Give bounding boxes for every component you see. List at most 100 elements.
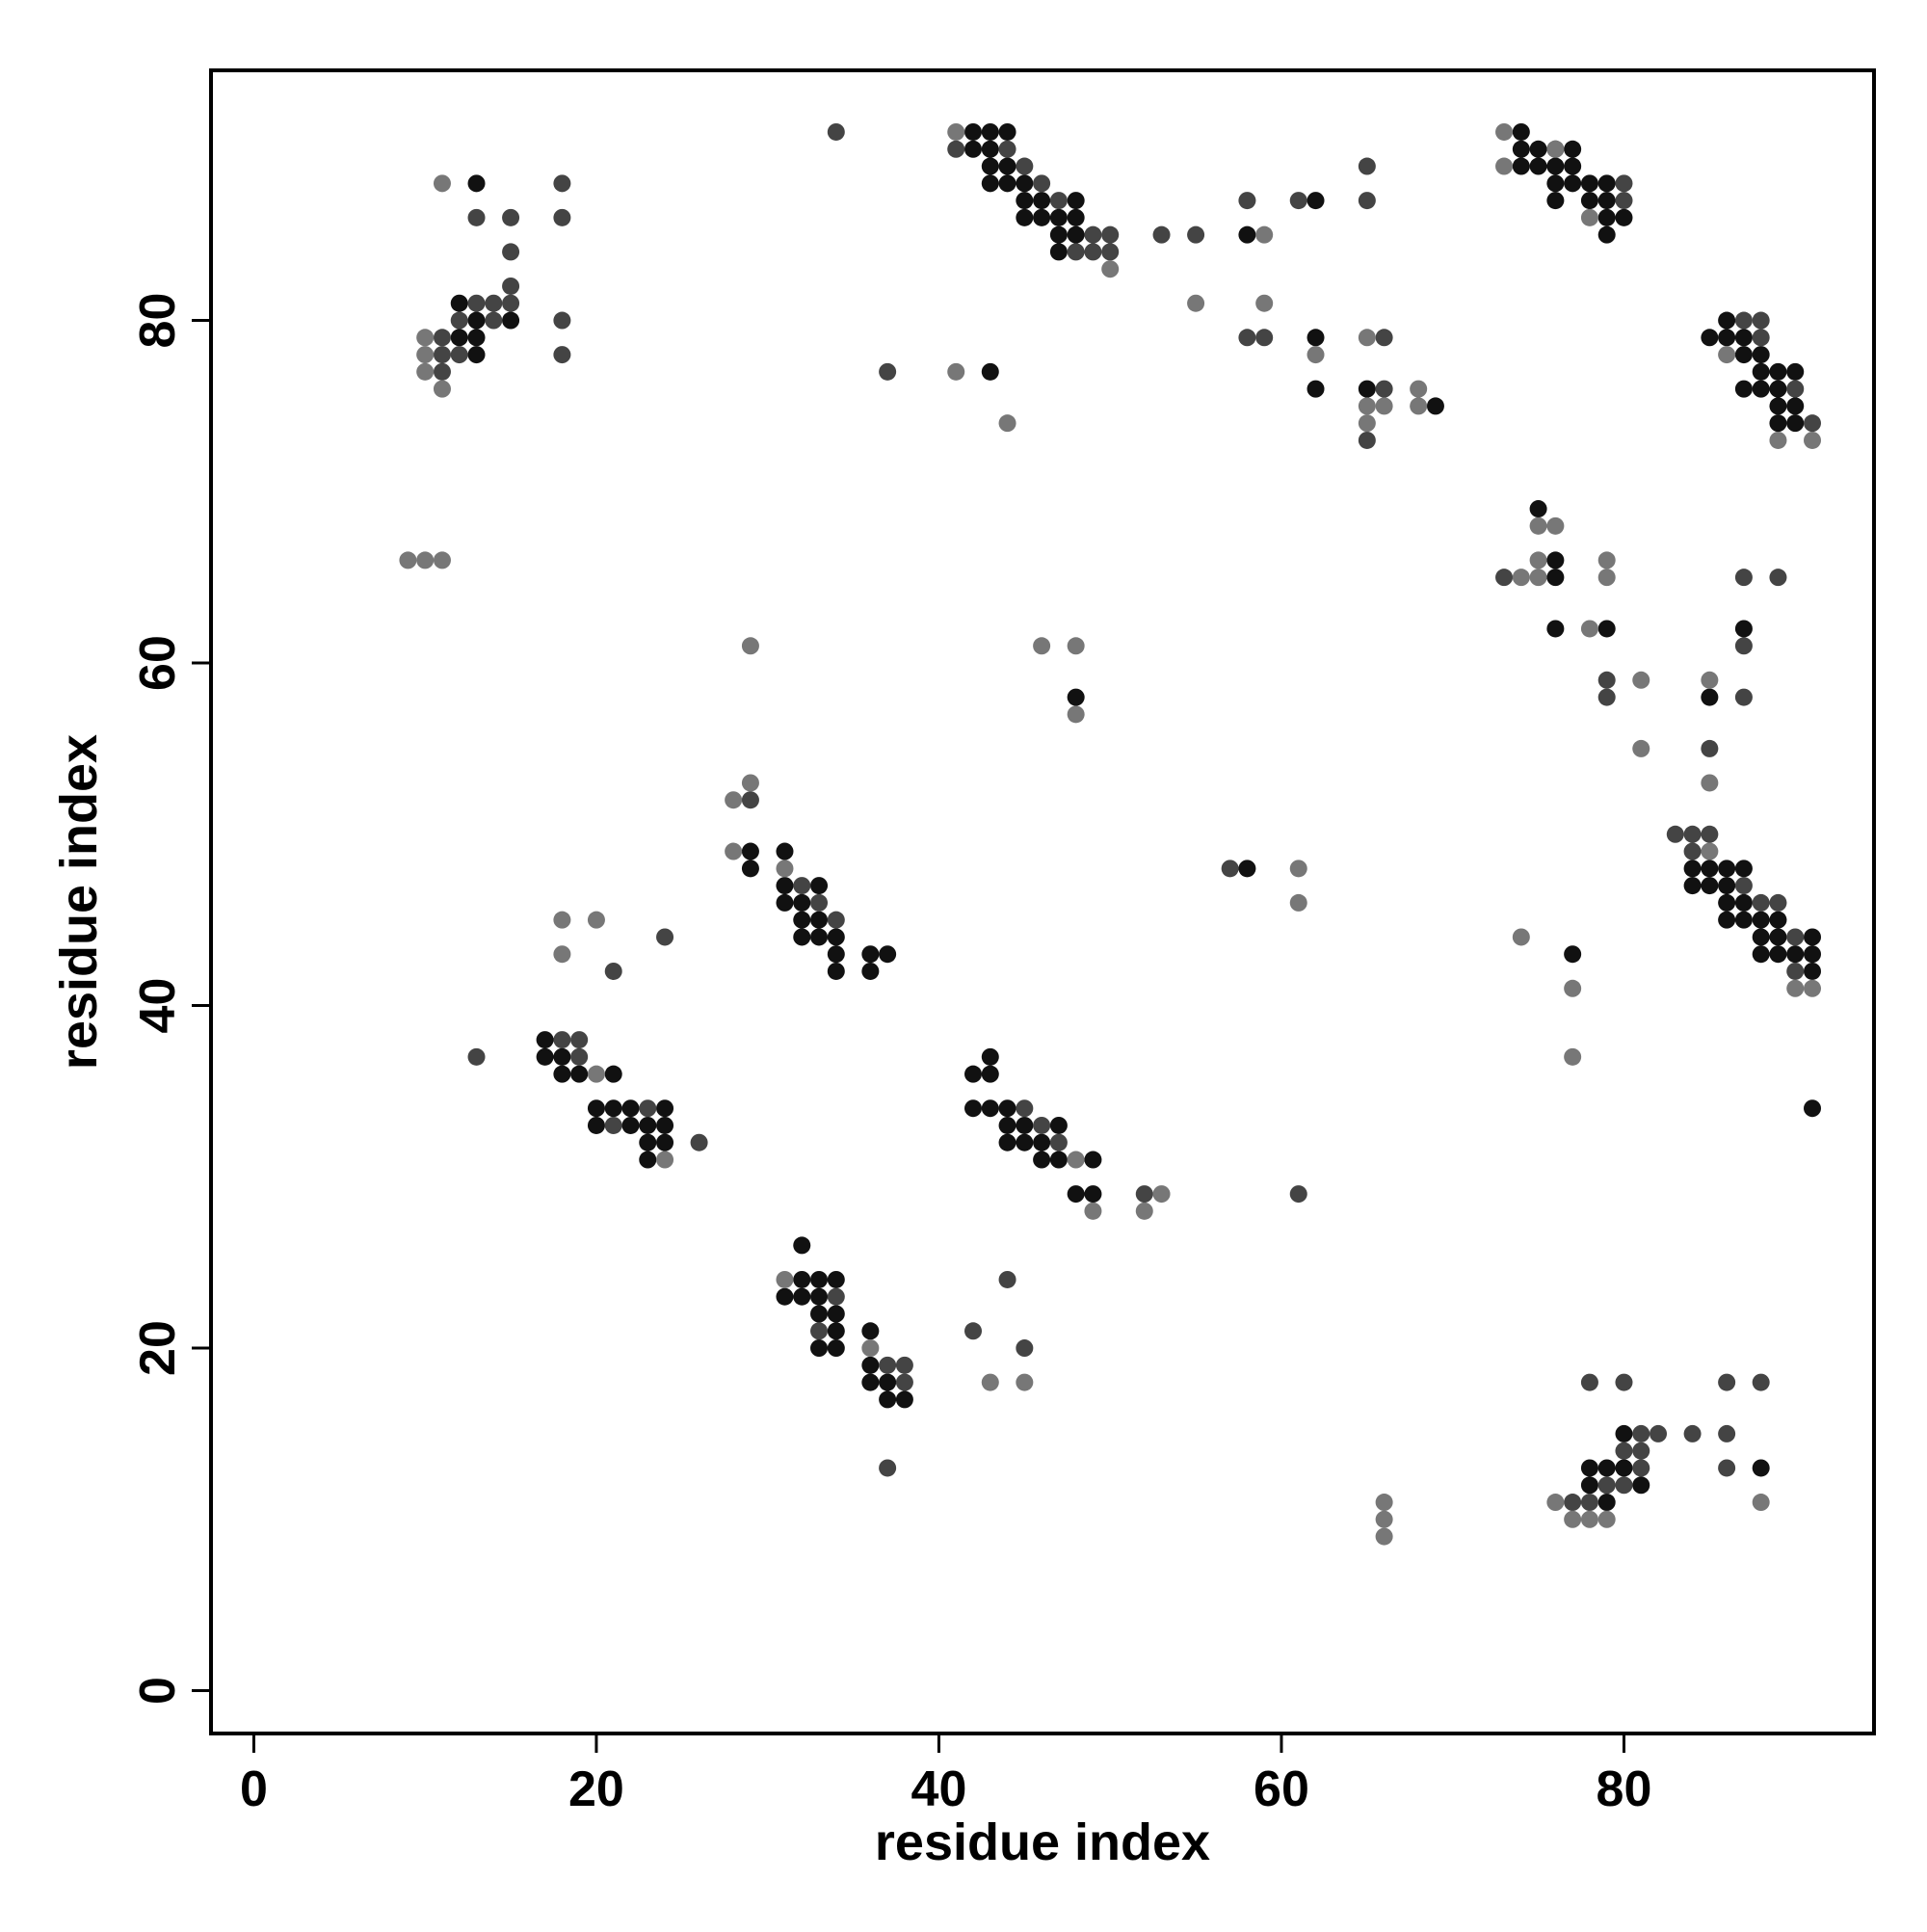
point: [981, 1099, 999, 1118]
point: [1752, 1494, 1770, 1512]
point: [1289, 893, 1307, 912]
point: [1033, 174, 1051, 193]
y-tick-label: 40: [130, 978, 186, 1034]
point: [570, 1031, 589, 1049]
point: [861, 1339, 880, 1358]
point: [1067, 192, 1085, 210]
point: [1152, 225, 1171, 244]
point: [416, 329, 435, 347]
point: [1786, 380, 1805, 398]
point: [1701, 842, 1719, 860]
point: [1049, 225, 1068, 244]
point: [741, 860, 759, 878]
point: [485, 311, 503, 330]
point: [1067, 1151, 1085, 1169]
point: [1546, 516, 1565, 535]
point: [1289, 1185, 1307, 1204]
point: [1358, 414, 1376, 433]
point: [1152, 1185, 1171, 1204]
point: [1786, 928, 1805, 946]
point: [1683, 877, 1702, 895]
point: [1701, 739, 1719, 757]
point: [690, 1133, 708, 1151]
point: [1769, 928, 1787, 946]
point: [776, 877, 794, 895]
point: [1804, 962, 1822, 980]
point: [827, 1270, 845, 1288]
point: [1701, 825, 1719, 843]
point: [793, 1270, 811, 1288]
point: [1718, 860, 1736, 878]
point: [485, 294, 503, 312]
point: [1769, 362, 1787, 381]
point: [1529, 516, 1547, 535]
point: [1067, 705, 1085, 724]
point: [1615, 1476, 1633, 1495]
point: [1752, 945, 1770, 964]
point: [981, 362, 999, 381]
point: [450, 346, 468, 364]
point: [1734, 311, 1753, 330]
point: [1546, 1494, 1565, 1512]
x-tick-label: 60: [1254, 1761, 1309, 1817]
point: [1632, 671, 1650, 689]
point: [433, 362, 451, 381]
point: [879, 1373, 897, 1391]
point: [1683, 842, 1702, 860]
point: [587, 1099, 605, 1118]
point: [1049, 243, 1068, 261]
point: [1375, 397, 1393, 415]
point: [1734, 688, 1753, 706]
point: [656, 928, 674, 946]
point: [1375, 1527, 1393, 1546]
point: [998, 1116, 1016, 1134]
point: [981, 140, 999, 158]
point: [1238, 329, 1256, 347]
point: [1033, 192, 1051, 210]
point: [1067, 208, 1085, 226]
point: [1786, 362, 1805, 381]
point: [416, 551, 435, 569]
point: [467, 294, 486, 312]
point: [1016, 1339, 1034, 1358]
point: [1564, 140, 1582, 158]
point: [998, 140, 1016, 158]
point: [741, 774, 759, 792]
point: [998, 157, 1016, 175]
point: [1597, 1459, 1616, 1477]
point: [1632, 739, 1650, 757]
point: [1580, 192, 1598, 210]
point: [1597, 208, 1616, 226]
y-tick-label: 60: [130, 635, 186, 691]
point: [1187, 294, 1205, 312]
point: [1734, 329, 1753, 347]
point: [1752, 1459, 1770, 1477]
point: [604, 1065, 622, 1083]
point: [1804, 414, 1822, 433]
point: [1375, 329, 1393, 347]
point: [1512, 122, 1530, 141]
point: [433, 380, 451, 398]
point: [1546, 551, 1565, 569]
point: [827, 945, 845, 964]
point: [1529, 551, 1547, 569]
point: [1597, 671, 1616, 689]
point: [964, 1099, 983, 1118]
point: [776, 1287, 794, 1306]
point: [879, 945, 897, 964]
y-axis-title: residue index: [50, 734, 108, 1070]
point: [964, 1065, 983, 1083]
x-tick-label: 20: [568, 1761, 624, 1817]
point: [981, 122, 999, 141]
point: [1238, 860, 1256, 878]
point: [1615, 1442, 1633, 1460]
point: [981, 157, 999, 175]
point: [1752, 346, 1770, 364]
point: [895, 1390, 913, 1409]
point: [1564, 979, 1582, 997]
point: [981, 1065, 999, 1083]
point: [467, 174, 486, 193]
point: [1289, 192, 1307, 210]
point: [1683, 860, 1702, 878]
point: [553, 945, 571, 964]
